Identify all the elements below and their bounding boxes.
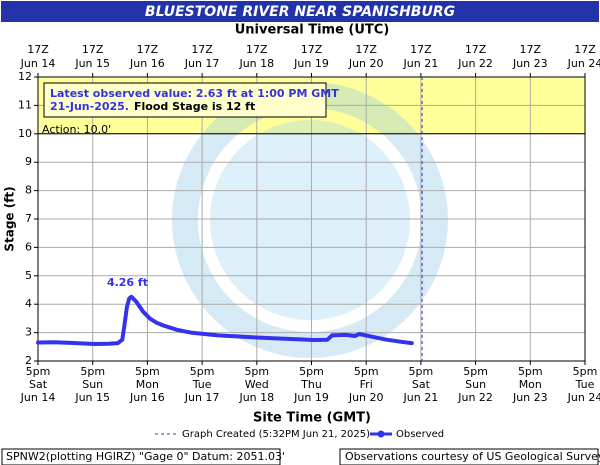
x-tick-date: Jun 22	[457, 391, 493, 404]
observed-line	[36, 294, 414, 346]
y-tick-label: 11	[18, 98, 32, 111]
x-tick-day: Mon	[519, 378, 542, 391]
y-tick-label: 5	[25, 269, 32, 282]
x-tick-day: Tue	[575, 378, 595, 391]
top-axis-title: Universal Time (UTC)	[235, 23, 390, 38]
y-tick-label: 7	[25, 212, 32, 225]
flood-text: Flood Stage is 12 ft	[134, 100, 255, 113]
x-tick-date: Jun 19	[293, 391, 329, 404]
y-axis-title: Stage (ft)	[3, 186, 17, 251]
x-tick-label: 5pm	[354, 365, 379, 378]
latest-line2: 21-Jun-2025. Flood Stage is 12 ft	[50, 100, 255, 113]
top-tick-label: 17Z	[410, 43, 432, 56]
top-tick-date: Jun 19	[293, 57, 329, 70]
x-tick-date: Jun 15	[74, 391, 110, 404]
x-tick-day: Sat	[29, 378, 48, 391]
top-tick-label: 17Z	[355, 43, 377, 56]
top-tick-date: Jun 18	[238, 57, 274, 70]
legend-created: Graph Created (5:32PM Jun 21, 2025)	[182, 429, 370, 440]
x-tick-day: Tue	[192, 378, 212, 391]
x-tick-date: Jun 21	[403, 391, 439, 404]
legend-label: Observed	[396, 429, 444, 440]
x-tick-date: Jun 18	[238, 391, 274, 404]
action-label: Action: 10.0'	[42, 123, 111, 136]
top-tick-date: Jun 22	[457, 57, 493, 70]
footer-right-box	[339, 448, 599, 465]
noaa-logo	[172, 82, 448, 358]
y-tick-label: 9	[25, 155, 32, 168]
x-tick-date: Jun 23	[512, 391, 548, 404]
top-tick-label: 17Z	[82, 43, 104, 56]
top-tick-date: Jun 16	[129, 57, 165, 70]
top-tick-label: 17Z	[246, 43, 268, 56]
latest-line1: Latest observed value: 2.63 ft at 1:00 P…	[50, 87, 339, 100]
footer-left-box	[1, 448, 281, 465]
y-tick-label: 4	[25, 297, 32, 310]
y-tick-label: 10	[18, 127, 32, 140]
latest-date: 21-Jun-2025.	[50, 100, 129, 113]
x-tick-day: Sat	[412, 378, 431, 391]
x-tick-label: 5pm	[573, 365, 598, 378]
x-tick-date: Jun 16	[129, 391, 165, 404]
y-tick-label: 12	[18, 70, 32, 83]
y-tick-label: 8	[25, 184, 32, 197]
info-box	[43, 82, 327, 118]
x-tick-day: Mon	[136, 378, 159, 391]
top-tick-date: Jun 23	[512, 57, 548, 70]
x-axis-title: Site Time (GMT)	[253, 411, 371, 426]
top-tick-date: Jun 20	[348, 57, 384, 70]
top-tick-label: 17Z	[465, 43, 487, 56]
x-tick-label: 5pm	[299, 365, 324, 378]
x-tick-day: Wed	[245, 378, 269, 391]
footer-left: SPNW2(plotting HGIRZ) "Gage 0" Datum: 20…	[6, 450, 285, 463]
top-tick-label: 17Z	[191, 43, 213, 56]
x-tick-date: Jun 24	[567, 391, 600, 404]
x-tick-day: Sun	[465, 378, 486, 391]
x-tick-day: Thu	[300, 378, 322, 391]
x-tick-date: Jun 20	[348, 391, 384, 404]
x-tick-label: 5pm	[518, 365, 543, 378]
top-tick-date: Jun 17	[184, 57, 220, 70]
y-tick-label: 6	[25, 240, 32, 253]
x-tick-label: 5pm	[244, 365, 269, 378]
x-tick-label: 5pm	[409, 365, 434, 378]
top-tick-date: Jun 21	[403, 57, 439, 70]
chart-title: BLUESTONE RIVER NEAR SPANISHBURG	[145, 4, 455, 20]
top-tick-label: 17Z	[137, 43, 159, 56]
top-tick-date: Jun 14	[20, 57, 56, 70]
y-tick-label: 3	[25, 326, 32, 339]
x-tick-label: 5pm	[190, 365, 215, 378]
top-tick-label: 17Z	[301, 43, 323, 56]
top-tick-date: Jun 15	[74, 57, 110, 70]
x-tick-label: 5pm	[135, 365, 160, 378]
peak-label: 4.26 ft	[107, 276, 148, 289]
top-tick-label: 17Z	[520, 43, 542, 56]
top-tick-date: Jun 24	[567, 57, 600, 70]
footer-right: Observations courtesy of US Geological S…	[345, 450, 600, 463]
x-tick-day: Fri	[360, 378, 373, 391]
x-tick-label: 5pm	[463, 365, 488, 378]
top-tick-label: 17Z	[27, 43, 49, 56]
y-tick-label: 2	[25, 354, 32, 367]
x-tick-day: Sun	[82, 378, 103, 391]
title-bar	[1, 1, 599, 22]
x-tick-date: Jun 14	[20, 391, 56, 404]
x-tick-date: Jun 17	[184, 391, 220, 404]
x-tick-label: 5pm	[26, 365, 51, 378]
x-tick-label: 5pm	[80, 365, 105, 378]
top-tick-label: 17Z	[574, 43, 596, 56]
legend-dot	[377, 430, 385, 438]
